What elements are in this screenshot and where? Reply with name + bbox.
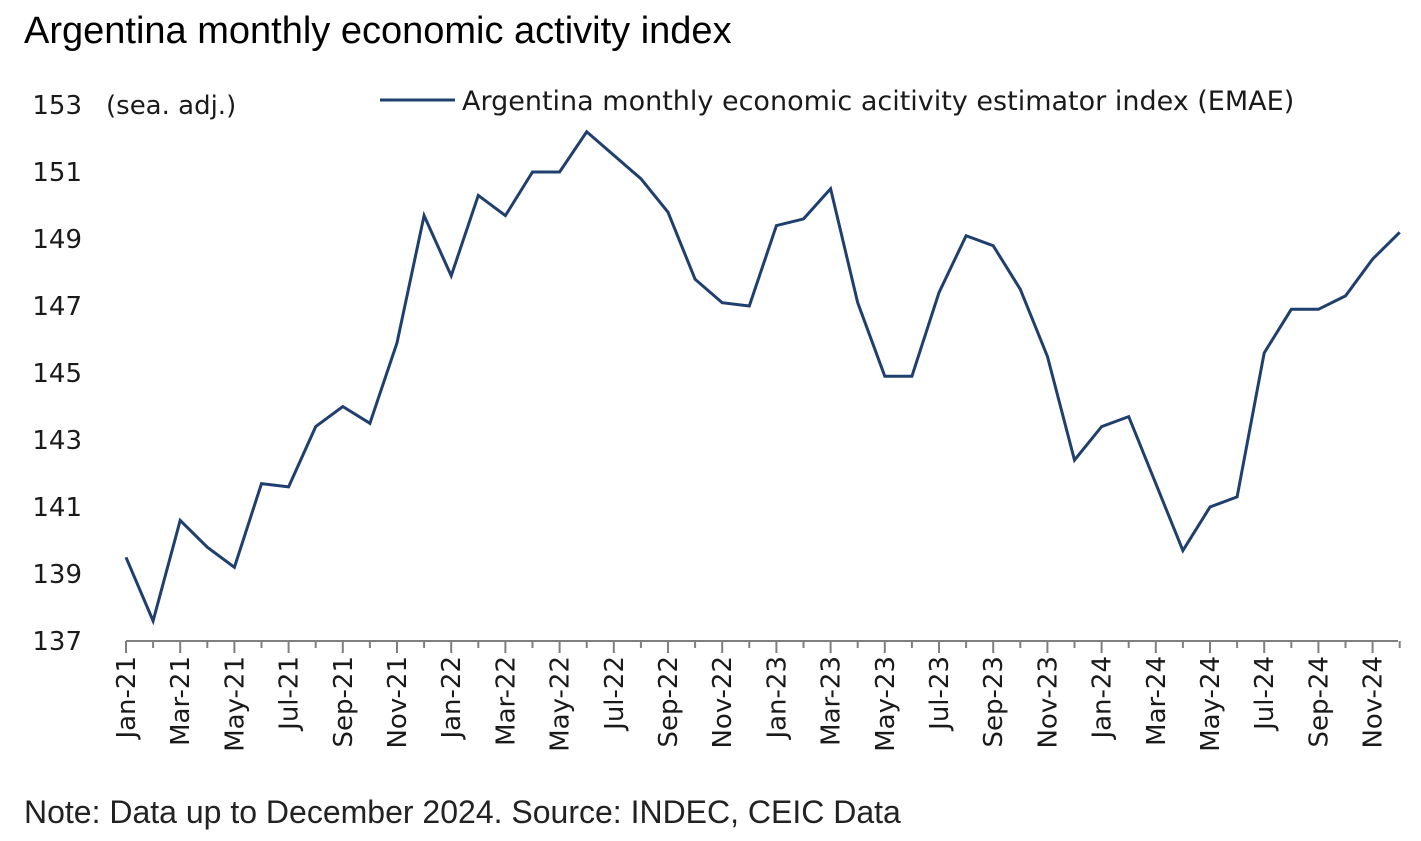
x-tick-label: Mar-21 [166, 656, 196, 746]
source-note: Note: Data up to December 2024. Source: … [24, 794, 901, 830]
x-tick-label: May-23 [871, 656, 901, 752]
y-tick-label: 137 [32, 627, 82, 657]
y-tick-label: 151 [32, 158, 82, 188]
x-tick-label: Nov-21 [383, 656, 413, 749]
x-tick-label: Nov-24 [1359, 656, 1389, 749]
y-tick-label: 147 [32, 292, 82, 322]
x-tick-label: Sep-21 [329, 656, 359, 747]
x-axis: Jan-21 Mar-21 May-21 Jul-21 Sep-21 Nov-21 Jan-… [112, 640, 1401, 752]
x-tick-label: Sep-23 [979, 656, 1009, 747]
x-tick-label: Jan-23 [762, 656, 792, 741]
x-tick-label: May-21 [220, 656, 250, 752]
x-tick-label: Jan-22 [437, 656, 467, 741]
y-tick-label: 145 [32, 359, 82, 389]
x-tick-label: Sep-24 [1304, 656, 1334, 747]
x-tick-label: May-24 [1196, 656, 1226, 752]
x-tick-label: Jul-22 [600, 656, 630, 732]
y-axis: 137 139 141 143 145 147 149 151 153 [32, 91, 82, 657]
series-line-0 [124, 129, 1401, 626]
plot-area [124, 129, 1401, 626]
chart-title: Argentina monthly economic activity inde… [24, 10, 732, 52]
legend-label: Argentina monthly economic acitivity est… [462, 86, 1294, 117]
x-tick-label: Mar-22 [491, 656, 521, 746]
legend: Argentina monthly economic acitivity est… [380, 86, 1294, 117]
x-tick-label: Jul-23 [925, 656, 955, 732]
unit-label: (sea. adj.) [106, 91, 236, 121]
y-tick-label: 139 [32, 560, 82, 590]
x-tick-label: Jul-21 [275, 656, 305, 732]
x-tick-label: Mar-24 [1142, 656, 1172, 746]
x-tick-label: Sep-22 [654, 656, 684, 747]
x-tick-label: Jan-21 [112, 656, 142, 741]
x-tick-label: Nov-23 [1033, 656, 1063, 749]
x-tick-label: Jul-24 [1250, 656, 1280, 732]
y-tick-label: 143 [32, 426, 82, 456]
x-tick-label: Jan-24 [1088, 656, 1118, 741]
y-tick-label: 149 [32, 225, 82, 255]
x-tick-label: Nov-22 [708, 656, 738, 749]
y-tick-label: 141 [32, 493, 82, 523]
x-tick-label: May-22 [546, 656, 576, 752]
y-tick-label: 153 [32, 91, 82, 121]
x-tick-label: Mar-23 [817, 656, 847, 746]
